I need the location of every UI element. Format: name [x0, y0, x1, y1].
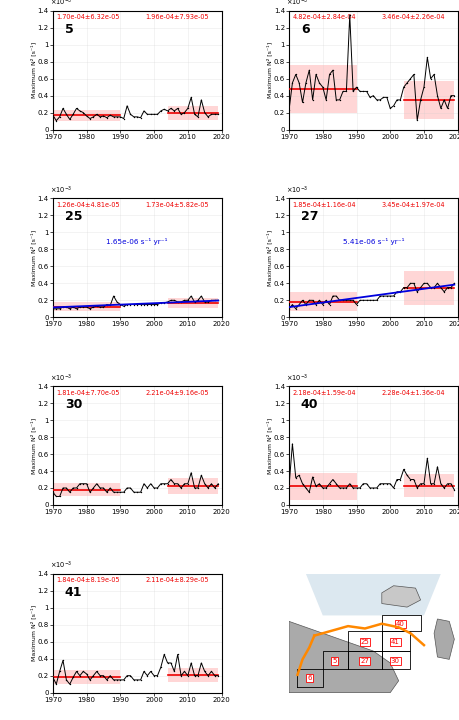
Polygon shape: [288, 621, 398, 693]
Text: 25: 25: [360, 639, 369, 644]
Y-axis label: Maximum N² [s⁻¹]: Maximum N² [s⁻¹]: [30, 42, 36, 98]
Text: $\times10^{-3}$: $\times10^{-3}$: [285, 372, 308, 384]
Text: $\times10^{-3}$: $\times10^{-3}$: [50, 372, 72, 384]
Text: 1.85e-04±1.16e-04: 1.85e-04±1.16e-04: [292, 202, 355, 208]
Text: 40: 40: [300, 398, 318, 411]
Text: 4.82e-04±2.84e-04: 4.82e-04±2.84e-04: [292, 14, 355, 20]
Text: 30: 30: [65, 398, 82, 411]
Y-axis label: Maximum N² [s⁻¹]: Maximum N² [s⁻¹]: [266, 42, 272, 98]
Text: 1.84e-04±8.19e-05: 1.84e-04±8.19e-05: [56, 577, 119, 583]
Text: $\times10^{-3}$: $\times10^{-3}$: [285, 0, 308, 9]
Text: 27: 27: [300, 210, 318, 223]
Text: 1.26e-04±4.81e-05: 1.26e-04±4.81e-05: [56, 202, 119, 208]
Text: $\times10^{-3}$: $\times10^{-3}$: [285, 185, 308, 196]
Text: 1.65e-06 s⁻¹ yr⁻¹: 1.65e-06 s⁻¹ yr⁻¹: [106, 238, 168, 245]
Text: 5: 5: [65, 22, 73, 36]
Text: $\times10^{-3}$: $\times10^{-3}$: [50, 560, 72, 572]
Polygon shape: [433, 619, 453, 660]
Text: $\times10^{-3}$: $\times10^{-3}$: [50, 185, 72, 196]
Text: 1.73e-04±5.82e-05: 1.73e-04±5.82e-05: [146, 202, 209, 208]
Text: 2.21e-04±9.16e-05: 2.21e-04±9.16e-05: [146, 390, 209, 396]
Polygon shape: [305, 574, 440, 616]
Text: 3.45e-04±1.97e-04: 3.45e-04±1.97e-04: [381, 202, 444, 208]
Text: 27: 27: [360, 657, 369, 664]
Text: 1.70e-04±6.32e-05: 1.70e-04±6.32e-05: [56, 14, 119, 20]
Text: 41: 41: [65, 586, 82, 599]
Y-axis label: Maximum N² [s⁻¹]: Maximum N² [s⁻¹]: [30, 230, 36, 286]
Polygon shape: [381, 586, 420, 607]
Text: 2.11e-04±8.29e-05: 2.11e-04±8.29e-05: [146, 577, 209, 583]
Text: 2.28e-04±1.36e-04: 2.28e-04±1.36e-04: [381, 390, 444, 396]
Text: 25: 25: [65, 210, 82, 223]
Text: 40: 40: [395, 621, 404, 626]
Text: 5: 5: [332, 657, 336, 664]
Text: 6: 6: [300, 22, 309, 36]
Text: 1.96e-04±7.93e-05: 1.96e-04±7.93e-05: [146, 14, 209, 20]
Text: $\times10^{-3}$: $\times10^{-3}$: [50, 0, 72, 9]
Y-axis label: Maximum N² [s⁻¹]: Maximum N² [s⁻¹]: [30, 418, 36, 474]
Text: 41: 41: [390, 639, 399, 644]
Y-axis label: Maximum N² [s⁻¹]: Maximum N² [s⁻¹]: [266, 230, 272, 286]
Y-axis label: Maximum N² [s⁻¹]: Maximum N² [s⁻¹]: [30, 606, 36, 661]
Text: 30: 30: [390, 657, 399, 664]
Text: 3.46e-04±2.26e-04: 3.46e-04±2.26e-04: [381, 14, 444, 20]
Text: 2.18e-04±1.59e-04: 2.18e-04±1.59e-04: [292, 390, 355, 396]
Y-axis label: Maximum N² [s⁻¹]: Maximum N² [s⁻¹]: [266, 418, 272, 474]
Text: 1.81e-04±7.70e-05: 1.81e-04±7.70e-05: [56, 390, 119, 396]
Text: 5.41e-06 s⁻¹ yr⁻¹: 5.41e-06 s⁻¹ yr⁻¹: [342, 238, 403, 245]
Text: 6: 6: [306, 675, 311, 681]
